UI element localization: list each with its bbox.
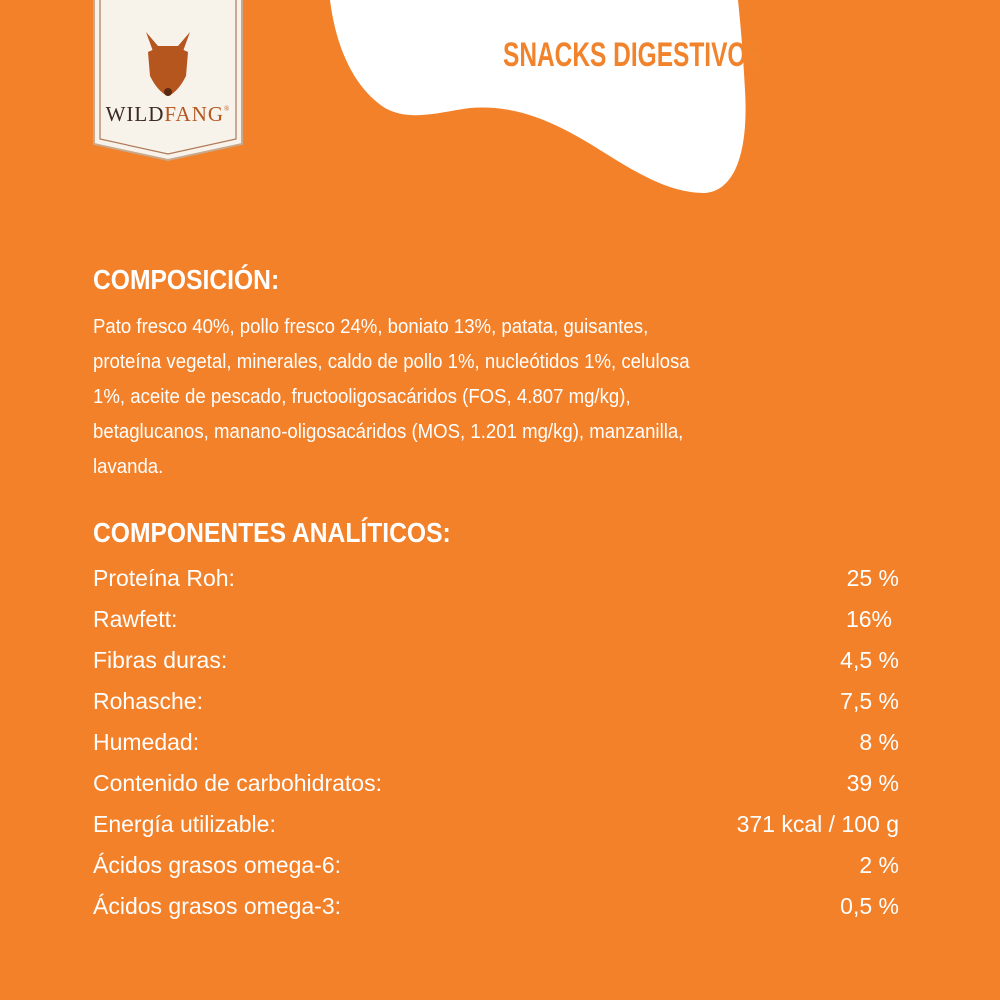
row-value: 16%	[845, 606, 892, 632]
svg-text:WILDFANG®: WILDFANG®	[106, 102, 231, 126]
row-value: 25 %	[846, 565, 899, 591]
row-value: 4,5 %	[840, 647, 899, 673]
row-label: Rohasche:	[93, 688, 203, 714]
analytics-row: Rawfett: 16%	[93, 602, 899, 643]
analytics-row: Rohasche: 7,5 %	[93, 684, 899, 725]
product-title: SNACKS DIGESTIVOS	[503, 36, 763, 74]
row-value: 8 %	[859, 729, 899, 755]
row-value: 7,5 %	[840, 688, 899, 714]
composition-line: Pato fresco 40%, pollo fresco 24%, bonia…	[93, 316, 649, 338]
analytics-heading: COMPONENTES ANALÍTICOS:	[93, 517, 451, 548]
row-value: 39 %	[846, 770, 899, 796]
row-label: Fibras duras:	[93, 647, 228, 673]
row-label: Proteína Roh:	[93, 565, 235, 591]
row-label: Ácidos grasos omega-6:	[93, 852, 342, 878]
row-label: Contenido de carbohidratos:	[93, 770, 382, 796]
composition-text: Pato fresco 40%, pollo fresco 24%, bonia…	[93, 310, 735, 485]
row-label: Energía utilizable:	[93, 811, 276, 837]
analytics-table: Proteína Roh: 25 % Rawfett: 16% Fibras dur…	[93, 561, 899, 930]
composition-line: 1%, aceite de pescado, fructooligosacári…	[93, 386, 631, 408]
row-label: Rawfett:	[93, 606, 178, 632]
row-label: Ácidos grasos omega-3:	[93, 893, 342, 919]
analytics-row: Contenido de carbohidratos: 39 %	[93, 766, 899, 807]
row-label: Humedad:	[93, 729, 200, 755]
composition-heading: COMPOSICIÓN:	[93, 264, 280, 295]
analytics-row: Ácidos grasos omega-6: 2 %	[93, 848, 899, 889]
analytics-row: Proteína Roh: 25 %	[93, 561, 899, 602]
composition-line: proteína vegetal, minerales, caldo de po…	[93, 351, 690, 373]
analytics-row: Ácidos grasos omega-3: 0,5 %	[93, 889, 899, 930]
row-value: 2 %	[859, 852, 899, 878]
row-value: 371 kcal / 100 g	[736, 811, 899, 837]
row-value: 0,5 %	[840, 893, 899, 919]
analytics-row: Humedad: 8 %	[93, 725, 899, 766]
white-blob-shape	[330, 0, 746, 193]
analytics-row: Fibras duras: 4,5 %	[93, 643, 899, 684]
wolf-head-icon	[146, 32, 190, 96]
composition-line: betaglucanos, manano-oligosacáridos (MOS…	[93, 421, 684, 443]
analytics-row: Energía utilizable: 371 kcal / 100 g	[93, 807, 899, 848]
wildfang-logo-badge: WILDFANG®	[88, 0, 248, 164]
composition-line: lavanda.	[93, 456, 164, 478]
